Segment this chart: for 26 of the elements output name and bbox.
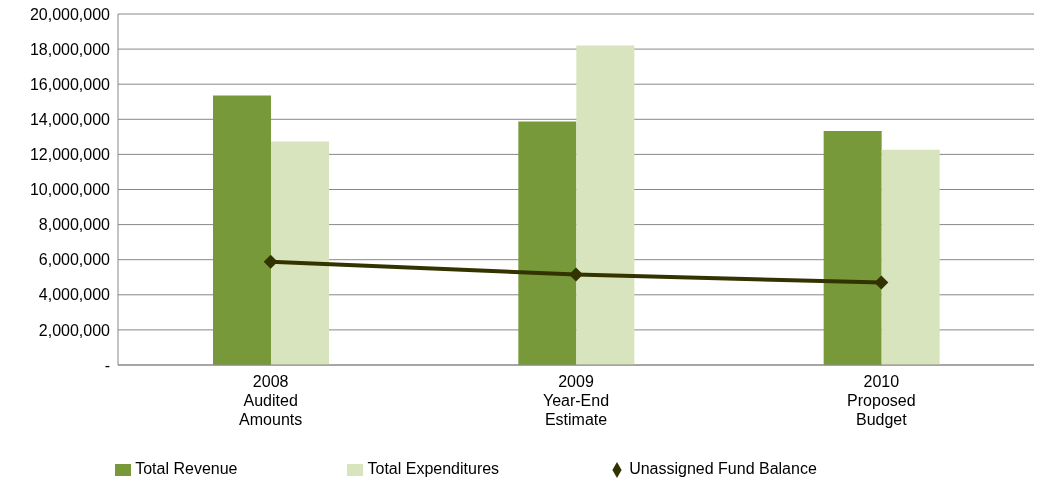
y-tick-label: 14,000,000 xyxy=(29,110,111,128)
bar xyxy=(518,121,577,365)
legend-label: Unassigned Fund Balance xyxy=(629,460,817,477)
x-tick-label: 2008 Audited Amounts xyxy=(239,373,303,428)
legend-label: Total Revenue xyxy=(135,460,238,477)
x-tick-label: 2009 Year-End Estimate xyxy=(542,373,610,428)
bar xyxy=(271,141,329,365)
y-tick-label: 16,000,000 xyxy=(29,75,111,93)
point xyxy=(569,267,583,282)
y-tick-label: 6,000,000 xyxy=(38,251,111,269)
y-tick-label: 4,000,000 xyxy=(38,286,111,304)
point xyxy=(263,254,278,269)
y-tick-label: 18,000,000 xyxy=(29,40,111,58)
x-tick-label: 2010 Proposed Budget xyxy=(847,373,916,428)
point xyxy=(874,275,889,290)
bar xyxy=(823,131,882,365)
bar xyxy=(213,95,271,365)
y-tick-label: 20,000,000 xyxy=(29,5,111,23)
y-tick-label: 12,000,000 xyxy=(29,146,111,164)
y-tick-label: 8,000,000 xyxy=(38,216,111,234)
legend-label: Total Expenditures xyxy=(367,460,500,477)
bar xyxy=(881,149,940,365)
y-tick-label: - xyxy=(104,356,110,374)
bar xyxy=(576,45,635,365)
y-tick-label: 10,000,000 xyxy=(29,181,111,199)
y-tick-label: 2,000,000 xyxy=(38,321,111,339)
